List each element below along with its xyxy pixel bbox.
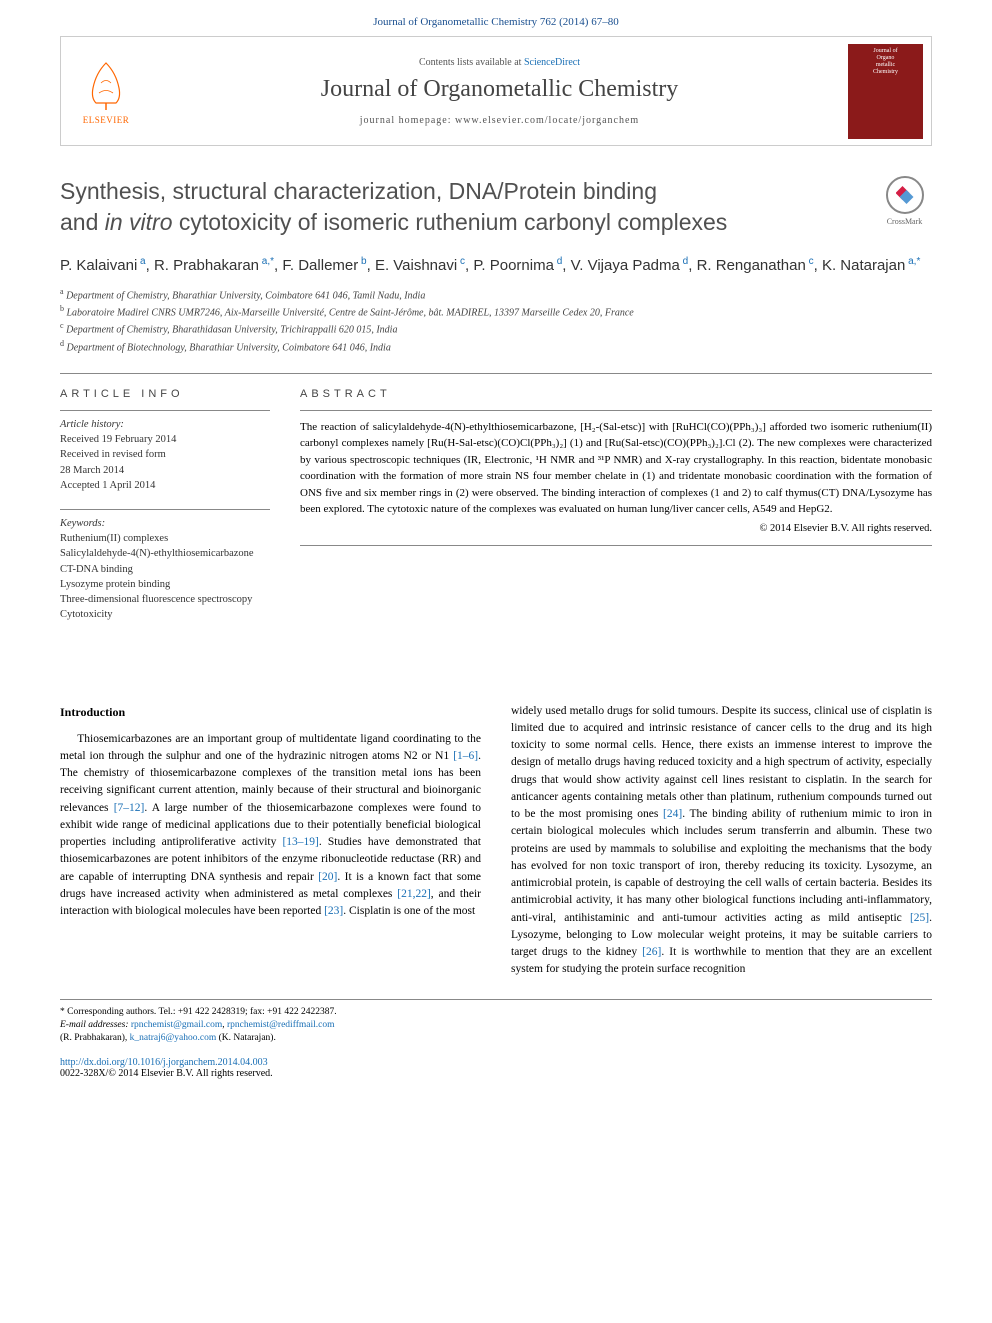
crossmark-badge[interactable]: CrossMark <box>877 176 932 231</box>
author: K. Natarajan a,* <box>822 257 920 274</box>
doi-link[interactable]: http://dx.doi.org/10.1016/j.jorganchem.2… <box>60 1057 268 1068</box>
ref-link[interactable]: [7–12] <box>114 802 145 814</box>
author: P. Poornima d <box>473 257 562 274</box>
email-link[interactable]: rpnchemist@rediffmail.com <box>227 1020 335 1030</box>
author-list: P. Kalaivani a, R. Prabhakaran a,*, F. D… <box>60 254 932 278</box>
crossmark-icon <box>886 176 924 214</box>
keyword: CT-DNA binding <box>60 562 270 577</box>
body-column-right: widely used metallo drugs for solid tumo… <box>511 703 932 979</box>
elsevier-label: ELSEVIER <box>83 115 130 125</box>
ref-link[interactable]: [1–6] <box>453 750 478 762</box>
affiliation: c Department of Chemistry, Bharathidasan… <box>60 320 932 337</box>
affiliation: b Laboratoire Madirel CNRS UMR7246, Aix-… <box>60 303 932 320</box>
journal-banner: ELSEVIER Contents lists available at Sci… <box>60 36 932 146</box>
journal-cover-thumbnail: Journal of Organo metallic Chemistry <box>848 44 923 139</box>
author: P. Kalaivani a <box>60 257 146 274</box>
abstract-text: The reaction of salicylaldehyde-4(N)-eth… <box>300 410 932 546</box>
introduction-heading: Introduction <box>60 703 481 721</box>
elsevier-logo[interactable]: ELSEVIER <box>61 37 151 145</box>
body-column-left: Introduction Thiosemicarbazones are an i… <box>60 703 481 979</box>
email-link[interactable]: k_natraj6@yahoo.com <box>130 1033 217 1043</box>
corresponding-author-footer: * Corresponding authors. Tel.: +91 422 2… <box>60 999 932 1046</box>
author: V. Vijaya Padma d <box>571 257 689 274</box>
keywords-block: Keywords: Ruthenium(II) complexesSalicyl… <box>60 509 270 623</box>
affiliations-list: a Department of Chemistry, Bharathiar Un… <box>60 286 932 355</box>
author: R. Prabhakaran a,* <box>154 257 274 274</box>
author: E. Vaishnavi c <box>375 257 465 274</box>
ref-link[interactable]: [25] <box>910 912 929 924</box>
email-link[interactable]: rpnchemist@gmail.com <box>131 1020 222 1030</box>
keyword: Salicylaldehyde-4(N)-ethylthiosemicarbaz… <box>60 546 270 561</box>
journal-name: Journal of Organometallic Chemistry <box>151 76 848 103</box>
abstract-label: ABSTRACT <box>300 388 932 400</box>
article-history: Article history: Received 19 February 20… <box>60 410 270 493</box>
affiliation: a Department of Chemistry, Bharathiar Un… <box>60 286 932 303</box>
journal-homepage: journal homepage: www.elsevier.com/locat… <box>151 115 848 126</box>
article-title: Synthesis, structural characterization, … <box>60 176 857 238</box>
keyword: Three-dimensional fluorescence spectrosc… <box>60 592 270 607</box>
sciencedirect-link[interactable]: ScienceDirect <box>524 57 580 68</box>
ref-link[interactable]: [26] <box>642 946 661 958</box>
author: F. Dallemer b <box>282 257 366 274</box>
affiliation: d Department of Biotechnology, Bharathia… <box>60 338 932 355</box>
elsevier-tree-icon <box>81 58 131 113</box>
citation-header: Journal of Organometallic Chemistry 762 … <box>0 0 992 36</box>
doi-block: http://dx.doi.org/10.1016/j.jorganchem.2… <box>60 1057 932 1079</box>
abstract-column: ABSTRACT The reaction of salicylaldehyde… <box>300 388 932 623</box>
ref-link[interactable]: [13–19] <box>282 836 318 848</box>
ref-link[interactable]: [24] <box>663 808 682 820</box>
article-info-label: ARTICLE INFO <box>60 388 270 400</box>
abstract-copyright: © 2014 Elsevier B.V. All rights reserved… <box>300 521 932 537</box>
author: R. Renganathan c <box>697 257 814 274</box>
contents-available: Contents lists available at ScienceDirec… <box>151 57 848 68</box>
keyword: Ruthenium(II) complexes <box>60 531 270 546</box>
ref-link[interactable]: [21,22] <box>397 888 431 900</box>
keyword: Cytotoxicity <box>60 607 270 622</box>
keyword: Lysozyme protein binding <box>60 577 270 592</box>
ref-link[interactable]: [20] <box>318 871 337 883</box>
article-info-sidebar: ARTICLE INFO Article history: Received 1… <box>60 388 270 623</box>
divider <box>60 373 932 374</box>
ref-link[interactable]: [23] <box>324 905 343 917</box>
